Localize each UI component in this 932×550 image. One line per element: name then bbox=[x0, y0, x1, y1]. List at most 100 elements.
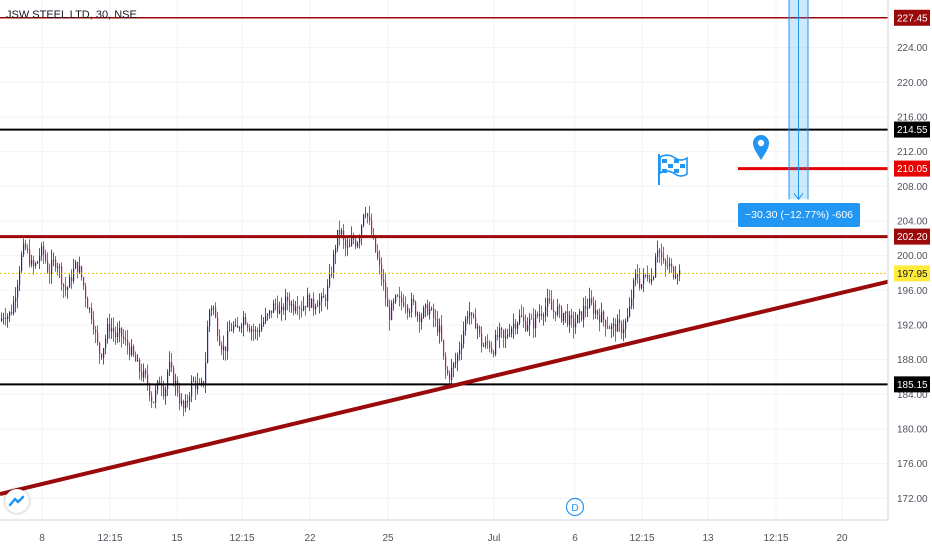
candle-body bbox=[515, 323, 517, 329]
candle-body bbox=[33, 260, 35, 267]
price-axis[interactable]: 224.00 220.00 216.00 212.00 208.00 204.00 200.… bbox=[887, 0, 932, 550]
candle-body bbox=[303, 305, 305, 311]
candle-body bbox=[493, 352, 495, 355]
candle-body bbox=[667, 265, 669, 267]
candle-body bbox=[315, 306, 317, 310]
chart-icons: D bbox=[565, 135, 769, 517]
candle-body bbox=[27, 248, 29, 250]
candle-body bbox=[279, 310, 281, 314]
candle-body bbox=[45, 254, 47, 261]
candle-body bbox=[571, 315, 573, 319]
candle-body bbox=[153, 402, 155, 404]
candle-body bbox=[433, 308, 435, 319]
candle-body bbox=[391, 303, 393, 320]
candle-body bbox=[69, 277, 71, 288]
price-tick-label: 188.00 bbox=[897, 355, 928, 366]
candle-body bbox=[117, 332, 119, 338]
candle-body bbox=[415, 301, 417, 316]
candle-body bbox=[463, 330, 465, 344]
candle-body bbox=[481, 333, 483, 347]
candle-body bbox=[627, 316, 629, 322]
candle-body bbox=[371, 220, 373, 234]
candle-body bbox=[143, 370, 145, 378]
candle-body bbox=[529, 318, 531, 326]
candle-body bbox=[99, 342, 101, 355]
candle-body bbox=[607, 327, 609, 329]
candle-body bbox=[197, 383, 199, 390]
candle-body bbox=[435, 318, 437, 320]
candle-body bbox=[19, 270, 21, 285]
candle-body bbox=[291, 304, 293, 306]
candle-body bbox=[23, 243, 25, 255]
candle-body bbox=[185, 400, 187, 409]
candle-body bbox=[181, 401, 183, 404]
candle-body bbox=[77, 261, 79, 273]
measure-label: −30.30 (−12.77%) -606 bbox=[738, 203, 860, 227]
candle-body bbox=[561, 307, 563, 322]
candle-body bbox=[553, 309, 555, 312]
candle-body bbox=[439, 325, 441, 333]
candle-body bbox=[67, 287, 69, 290]
candle-body bbox=[669, 263, 671, 266]
flag-check bbox=[662, 169, 667, 173]
candle-body bbox=[491, 348, 493, 353]
flag-check bbox=[668, 164, 673, 168]
candle-body bbox=[547, 298, 549, 307]
candle-body bbox=[323, 296, 325, 298]
candle-body bbox=[113, 328, 115, 333]
candle-body bbox=[465, 318, 467, 331]
price-tick-label: 196.00 bbox=[897, 286, 928, 297]
candle-body bbox=[217, 317, 219, 337]
candle-body bbox=[385, 282, 387, 299]
candle-body bbox=[479, 326, 481, 334]
dividend-icon[interactable] bbox=[565, 497, 585, 517]
candle-body bbox=[661, 252, 663, 258]
candle-body bbox=[327, 285, 329, 301]
candle-body bbox=[665, 260, 667, 266]
candle-body bbox=[21, 254, 23, 271]
candle-body bbox=[447, 369, 449, 374]
candle-body bbox=[237, 325, 239, 328]
candle-body bbox=[243, 316, 245, 326]
candle-body bbox=[671, 263, 673, 268]
candle-body bbox=[599, 314, 601, 323]
candle-body bbox=[73, 268, 75, 282]
candle-body bbox=[469, 312, 471, 317]
time-tick-label: 12:15 bbox=[97, 533, 122, 544]
candle-body bbox=[225, 346, 227, 352]
trendline[interactable] bbox=[0, 279, 889, 496]
price-label-last-price: 197.95 bbox=[897, 269, 928, 280]
candle-body bbox=[285, 296, 287, 311]
candle-body bbox=[675, 275, 677, 278]
candle-body bbox=[157, 381, 159, 390]
candle-body bbox=[487, 341, 489, 343]
candle-body bbox=[259, 330, 261, 332]
candle-body bbox=[59, 266, 61, 268]
price-tick-label: 212.00 bbox=[897, 147, 928, 158]
tradingview-logo-icon[interactable] bbox=[5, 489, 29, 513]
candle-body bbox=[539, 314, 541, 316]
candle-body bbox=[587, 307, 589, 309]
candle-body bbox=[615, 323, 617, 332]
candle-body bbox=[559, 306, 561, 308]
candle-body bbox=[445, 356, 447, 370]
candle-body bbox=[5, 317, 7, 319]
time-axis[interactable]: 8 12:15 15 12:15 22 25 Jul 6 12:15 13 12:15 20 bbox=[0, 519, 888, 544]
candle-body bbox=[267, 314, 269, 316]
candle-body bbox=[311, 298, 313, 308]
candle-body bbox=[111, 328, 113, 332]
price-label-bg bbox=[894, 376, 930, 393]
candle-body bbox=[379, 258, 381, 265]
candle-body bbox=[251, 329, 253, 332]
price-label-bg bbox=[894, 265, 930, 282]
candle-body bbox=[663, 257, 665, 261]
price-tick-label: 180.00 bbox=[897, 425, 928, 436]
candle-body bbox=[635, 273, 637, 281]
measure-tool[interactable] bbox=[788, 0, 809, 201]
candle-body bbox=[425, 304, 427, 308]
candle-body bbox=[131, 346, 133, 356]
candle-body bbox=[361, 225, 363, 238]
candle-body bbox=[125, 339, 127, 341]
candle-body bbox=[557, 306, 559, 315]
